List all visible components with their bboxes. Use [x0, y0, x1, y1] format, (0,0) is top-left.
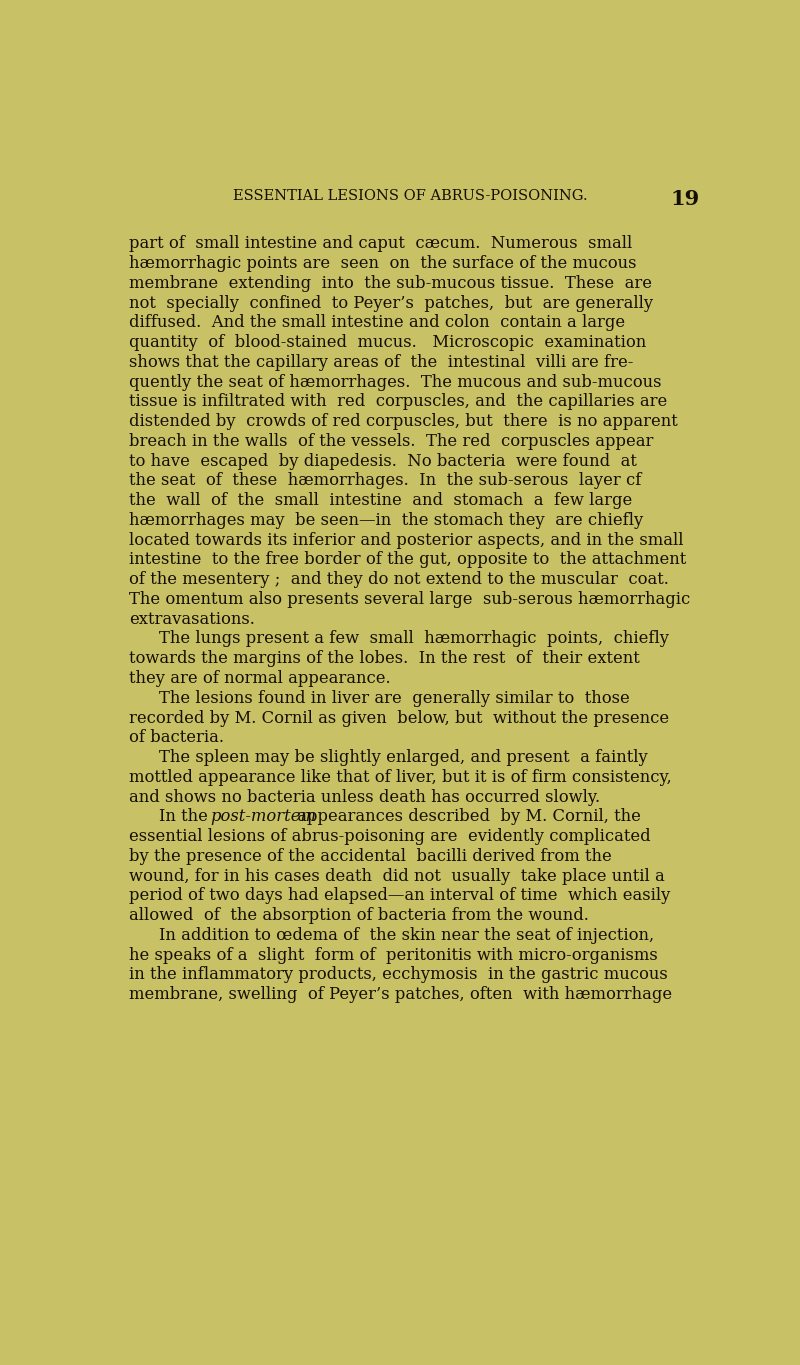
Text: essential lesions of abrus-poisoning are  evidently complicated: essential lesions of abrus-poisoning are…: [129, 829, 650, 845]
Text: in the inflammatory products, ecchymosis  in the gastric mucous: in the inflammatory products, ecchymosis…: [129, 966, 668, 983]
Text: post-mortem: post-mortem: [210, 808, 317, 826]
Text: the seat  of  these  hæmorrhages.  In  the sub-serous  layer cf: the seat of these hæmorrhages. In the su…: [129, 472, 642, 490]
Text: they are of normal appearance.: they are of normal appearance.: [129, 670, 390, 687]
Text: quantity  of  blood-stained  mucus.   Microscopic  examination: quantity of blood-stained mucus. Microsc…: [129, 334, 646, 351]
Text: of the mesentery ;  and they do not extend to the muscular  coat.: of the mesentery ; and they do not exten…: [129, 571, 669, 588]
Text: The lungs present a few  small  hæmorrhagic  points,  chiefly: The lungs present a few small hæmorrhagi…: [159, 631, 669, 647]
Text: allowed  of  the absorption of bacteria from the wound.: allowed of the absorption of bacteria fr…: [129, 908, 589, 924]
Text: 19: 19: [671, 188, 700, 209]
Text: diffused.  And the small intestine and colon  contain a large: diffused. And the small intestine and co…: [129, 314, 626, 332]
Text: appearances described  by M. Cornil, the: appearances described by M. Cornil, the: [291, 808, 640, 826]
Text: membrane  extending  into  the sub-mucous tissue.  These  are: membrane extending into the sub-mucous t…: [129, 274, 652, 292]
Text: by the presence of the accidental  bacilli derived from the: by the presence of the accidental bacill…: [129, 848, 612, 865]
Text: quently the seat of hæmorrhages.  The mucous and sub-mucous: quently the seat of hæmorrhages. The muc…: [129, 374, 662, 390]
Text: The omentum also presents several large  sub-serous hæmorrhagic: The omentum also presents several large …: [129, 591, 690, 607]
Text: membrane, swelling  of Peyer’s patches, often  with hæmorrhage: membrane, swelling of Peyer’s patches, o…: [129, 986, 672, 1003]
Text: ESSENTIAL LESIONS OF ABRUS-POISONING.: ESSENTIAL LESIONS OF ABRUS-POISONING.: [233, 188, 587, 203]
Text: to have  escaped  by diapedesis.  No bacteria  were found  at: to have escaped by diapedesis. No bacter…: [129, 453, 637, 470]
Text: hæmorrhages may  be seen—in  the stomach they  are chiefly: hæmorrhages may be seen—in the stomach t…: [129, 512, 643, 528]
Text: located towards its inferior and posterior aspects, and in the small: located towards its inferior and posteri…: [129, 532, 684, 549]
Text: The spleen may be slightly enlarged, and present  a faintly: The spleen may be slightly enlarged, and…: [159, 749, 648, 766]
Text: not  specially  confined  to Peyer’s  patches,  but  are generally: not specially confined to Peyer’s patche…: [129, 295, 654, 311]
Text: The lesions found in liver are  generally similar to  those: The lesions found in liver are generally…: [159, 689, 630, 707]
Text: towards the margins of the lobes.  In the rest  of  their extent: towards the margins of the lobes. In the…: [129, 650, 640, 667]
Text: In the: In the: [159, 808, 213, 826]
Text: intestine  to the free border of the gut, opposite to  the attachment: intestine to the free border of the gut,…: [129, 551, 686, 568]
Text: hæmorrhagic points are  seen  on  the surface of the mucous: hæmorrhagic points are seen on the surfa…: [129, 255, 637, 272]
Text: and shows no bacteria unless death has occurred slowly.: and shows no bacteria unless death has o…: [129, 789, 600, 805]
Text: breach in the walls  of the vessels.  The red  corpuscles appear: breach in the walls of the vessels. The …: [129, 433, 654, 450]
Text: distended by  crowds of red corpuscles, but  there  is no apparent: distended by crowds of red corpuscles, b…: [129, 414, 678, 430]
Text: tissue is infiltrated with  red  corpuscles, and  the capillaries are: tissue is infiltrated with red corpuscle…: [129, 393, 667, 411]
Text: he speaks of a  slight  form of  peritonitis with micro-organisms: he speaks of a slight form of peritoniti…: [129, 946, 658, 964]
Text: wound, for in his cases death  did not  usually  take place until a: wound, for in his cases death did not us…: [129, 868, 665, 885]
Text: recorded by M. Cornil as given  below, but  without the presence: recorded by M. Cornil as given below, bu…: [129, 710, 670, 726]
Text: shows that the capillary areas of  the  intestinal  villi are fre-: shows that the capillary areas of the in…: [129, 354, 634, 371]
Text: part of  small intestine and caput  cæcum.  Numerous  small: part of small intestine and caput cæcum.…: [129, 235, 632, 253]
Text: extravasations.: extravasations.: [129, 610, 255, 628]
Text: mottled appearance like that of liver, but it is of firm consistency,: mottled appearance like that of liver, b…: [129, 768, 672, 786]
Text: the  wall  of  the  small  intestine  and  stomach  a  few large: the wall of the small intestine and stom…: [129, 493, 632, 509]
Text: In addition to œdema of  the skin near the seat of injection,: In addition to œdema of the skin near th…: [159, 927, 654, 943]
Text: period of two days had elapsed—an interval of time  which easily: period of two days had elapsed—an interv…: [129, 887, 670, 905]
Text: of bacteria.: of bacteria.: [129, 729, 224, 747]
